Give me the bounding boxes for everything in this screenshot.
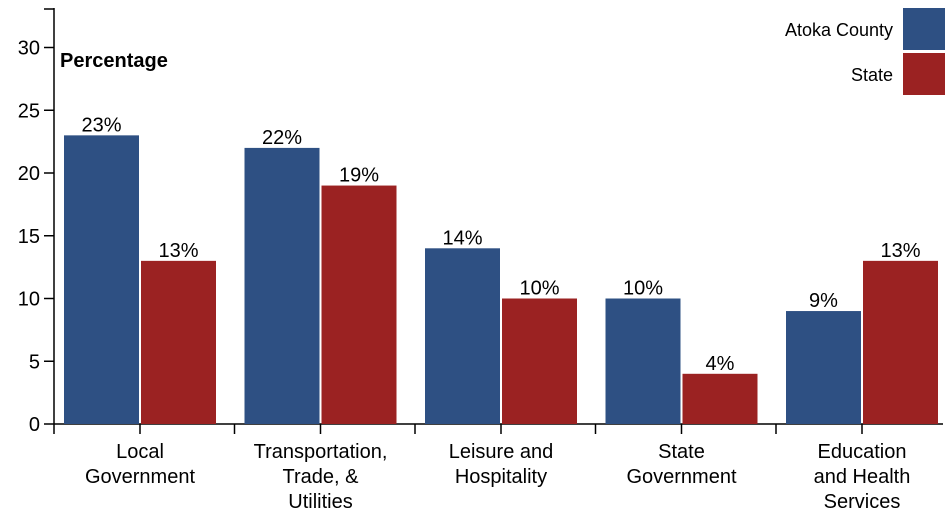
data-label: 10% [519, 278, 559, 300]
x-category-label-line: Local [116, 441, 164, 463]
x-category-label: State Government [626, 441, 736, 488]
x-category-label-line: Transportation, [254, 441, 388, 463]
bar-atoka-county [425, 248, 500, 424]
bar-state [863, 260, 938, 424]
x-category-label-line: Hospitality [455, 466, 547, 488]
legend-label: State [851, 65, 893, 85]
data-label: 13% [158, 240, 198, 262]
x-category-label: Education and Health Services [814, 441, 911, 513]
y-tick-label: 20 [18, 163, 40, 185]
legend-swatch [903, 8, 945, 50]
bar-state [502, 298, 577, 424]
bar-state [321, 185, 397, 424]
x-category-label-line: State [658, 441, 705, 463]
legend-swatch [903, 53, 945, 95]
bar-atoka-county [64, 135, 139, 424]
x-category-label-line: Services [824, 491, 901, 513]
x-category-label-line: Leisure and [449, 441, 554, 463]
data-label: 4% [706, 353, 735, 375]
y-tick-label: 10 [18, 289, 40, 311]
x-category-label: Transportation, Trade, & Utilities [254, 441, 388, 513]
legend: Atoka County State [785, 8, 945, 95]
data-label: 10% [623, 278, 663, 300]
data-label: 22% [262, 127, 302, 149]
bar-atoka-county [786, 311, 861, 424]
data-label: 9% [809, 290, 838, 312]
bar-state [141, 260, 216, 424]
y-tick-label: 5 [29, 351, 40, 373]
legend-label: Atoka County [785, 20, 893, 40]
data-label: 14% [442, 227, 482, 249]
bar-atoka-county [605, 298, 681, 424]
x-category-label: Leisure and Hospitality [449, 441, 554, 488]
x-category-label-line: Utilities [288, 491, 352, 513]
y-tick-label: 15 [18, 226, 40, 248]
axes: 0 5 10 15 20 25 30 Local Government Transportatio… [18, 8, 943, 513]
y-axis-label: Percentage [60, 50, 168, 72]
bar-state [682, 373, 758, 424]
data-label: 23% [81, 114, 121, 136]
x-category-label-line: Education [818, 441, 907, 463]
x-category-label-line: Government [85, 466, 195, 488]
data-label: 13% [880, 240, 920, 262]
bars: 23% 13% 22% 19% 14% 10% 10% 4% 9% 13% [64, 114, 938, 424]
y-tick-label: 25 [18, 100, 40, 122]
x-category-label-line: Government [626, 466, 736, 488]
y-tick-label: 0 [29, 414, 40, 436]
x-category-label-line: and Health [814, 466, 911, 488]
y-tick-label: 30 [18, 38, 40, 60]
x-category-label-line: Trade, & [283, 466, 360, 488]
data-label: 19% [339, 165, 379, 187]
bar-atoka-county [244, 147, 320, 424]
x-category-label: Local Government [85, 441, 195, 488]
